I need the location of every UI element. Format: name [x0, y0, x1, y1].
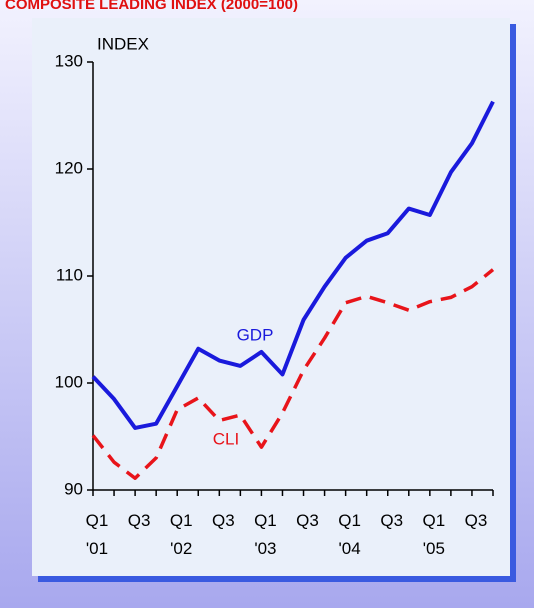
y-tick-label: 110 — [56, 265, 83, 284]
x-tick-label: Q1'03 — [254, 511, 277, 558]
series-line — [91, 100, 495, 430]
x-tick-label: Q3 — [380, 511, 403, 530]
x-tick-label: Q1'02 — [170, 511, 193, 558]
y-tick-label: 100 — [55, 372, 83, 391]
y-axis-label: INDEX — [97, 34, 149, 53]
x-tick-label: Q3 — [128, 511, 151, 530]
chart-title: COMPOSITE LEADING INDEX (2000=100) — [5, 0, 298, 13]
x-tick-label: Q1'05 — [422, 511, 445, 558]
series-line — [91, 268, 495, 480]
x-tick-label: Q1'04 — [338, 511, 361, 558]
y-tick-label: 120 — [55, 158, 83, 177]
y-tick-label: 130 — [55, 51, 83, 70]
x-tick-label: Q3 — [212, 511, 235, 530]
y-tick-label: 90 — [64, 479, 83, 498]
x-tick-label: Q1'01 — [86, 511, 109, 558]
panel — [32, 18, 510, 576]
x-tick-label: Q3 — [296, 511, 319, 530]
x-tick-label: Q3 — [465, 511, 488, 530]
series-label: CLI — [213, 429, 239, 448]
series-label: GDP — [237, 325, 274, 344]
